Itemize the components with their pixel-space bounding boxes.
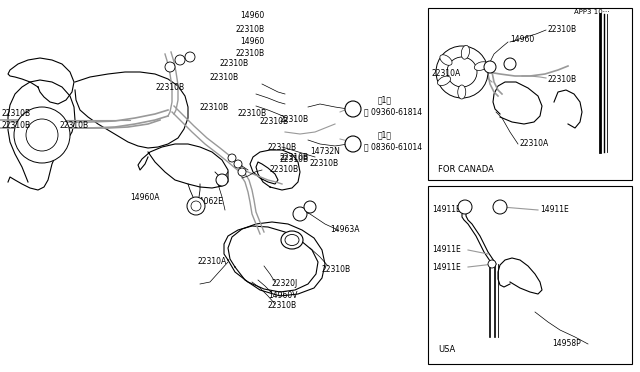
Ellipse shape — [461, 45, 470, 59]
Text: 14732N: 14732N — [310, 148, 340, 157]
Circle shape — [185, 52, 195, 62]
Text: 22310B: 22310B — [268, 301, 297, 311]
Text: 22310B: 22310B — [238, 109, 267, 119]
Circle shape — [238, 168, 246, 176]
Circle shape — [228, 154, 236, 162]
Text: 14958P: 14958P — [552, 340, 580, 349]
Circle shape — [216, 174, 228, 186]
Text: （1）: （1） — [378, 131, 392, 140]
Circle shape — [293, 207, 307, 221]
Text: 14911E: 14911E — [432, 246, 461, 254]
Ellipse shape — [281, 231, 303, 249]
Text: 14963A: 14963A — [330, 225, 360, 234]
Text: 22310B: 22310B — [155, 83, 184, 93]
Text: S: S — [351, 106, 355, 112]
Ellipse shape — [458, 85, 466, 99]
Circle shape — [488, 260, 496, 268]
Text: 22310B: 22310B — [268, 142, 297, 151]
Circle shape — [187, 197, 205, 215]
Ellipse shape — [474, 62, 488, 70]
Text: （1）: （1） — [378, 96, 392, 105]
Text: 22310A: 22310A — [520, 140, 549, 148]
Text: 14960V: 14960V — [268, 291, 298, 299]
Text: 14960: 14960 — [240, 12, 264, 20]
Text: 22310B: 22310B — [260, 118, 289, 126]
Text: 22320J: 22320J — [272, 279, 298, 289]
Text: USA: USA — [438, 346, 455, 355]
Text: 22310B: 22310B — [280, 153, 309, 161]
Text: 22310B: 22310B — [1, 109, 30, 119]
Text: 22310B: 22310B — [1, 122, 30, 131]
Text: 22310B: 22310B — [270, 166, 299, 174]
Text: 14062E: 14062E — [194, 198, 223, 206]
Text: 22310B: 22310B — [210, 73, 239, 81]
Circle shape — [234, 160, 242, 168]
Circle shape — [447, 57, 477, 87]
Text: 14960A: 14960A — [130, 193, 159, 202]
Text: APP3 10···: APP3 10··· — [574, 9, 609, 15]
Text: 22310B: 22310B — [548, 76, 577, 84]
Text: FOR CANADA: FOR CANADA — [438, 166, 494, 174]
Text: 14911E: 14911E — [432, 263, 461, 272]
Ellipse shape — [440, 55, 452, 65]
Circle shape — [458, 200, 472, 214]
Text: 22310B: 22310B — [280, 155, 309, 164]
Text: 22310B: 22310B — [310, 160, 339, 169]
Circle shape — [191, 201, 201, 211]
Ellipse shape — [285, 234, 299, 246]
Text: Ⓢ 08360-61014: Ⓢ 08360-61014 — [364, 142, 422, 151]
Bar — [428, 186, 632, 364]
Ellipse shape — [438, 76, 451, 86]
Bar — [428, 8, 632, 180]
Text: 22310B: 22310B — [220, 60, 249, 68]
Text: 22310B: 22310B — [548, 26, 577, 35]
Text: 14960: 14960 — [510, 35, 534, 45]
Circle shape — [345, 101, 361, 117]
Text: 22310A: 22310A — [198, 257, 227, 266]
Text: 14911E: 14911E — [540, 205, 569, 215]
Circle shape — [165, 62, 175, 72]
Circle shape — [504, 58, 516, 70]
Text: 22310B: 22310B — [235, 26, 264, 35]
Text: 14911E: 14911E — [432, 205, 461, 215]
Text: Ⓢ 09360-61814: Ⓢ 09360-61814 — [364, 108, 422, 116]
Circle shape — [493, 200, 507, 214]
Text: 22310B: 22310B — [280, 115, 309, 125]
Text: 22310B: 22310B — [322, 264, 351, 273]
Text: S: S — [351, 141, 355, 147]
Circle shape — [484, 61, 496, 73]
Circle shape — [14, 107, 70, 163]
Circle shape — [304, 201, 316, 213]
Circle shape — [175, 55, 185, 65]
Text: 22310B: 22310B — [60, 122, 89, 131]
Text: 22310B: 22310B — [235, 49, 264, 58]
Text: 14960: 14960 — [240, 38, 264, 46]
Text: 22310A: 22310A — [432, 70, 461, 78]
Circle shape — [26, 119, 58, 151]
Text: 22310B: 22310B — [200, 103, 229, 112]
Circle shape — [436, 46, 488, 98]
Circle shape — [345, 136, 361, 152]
